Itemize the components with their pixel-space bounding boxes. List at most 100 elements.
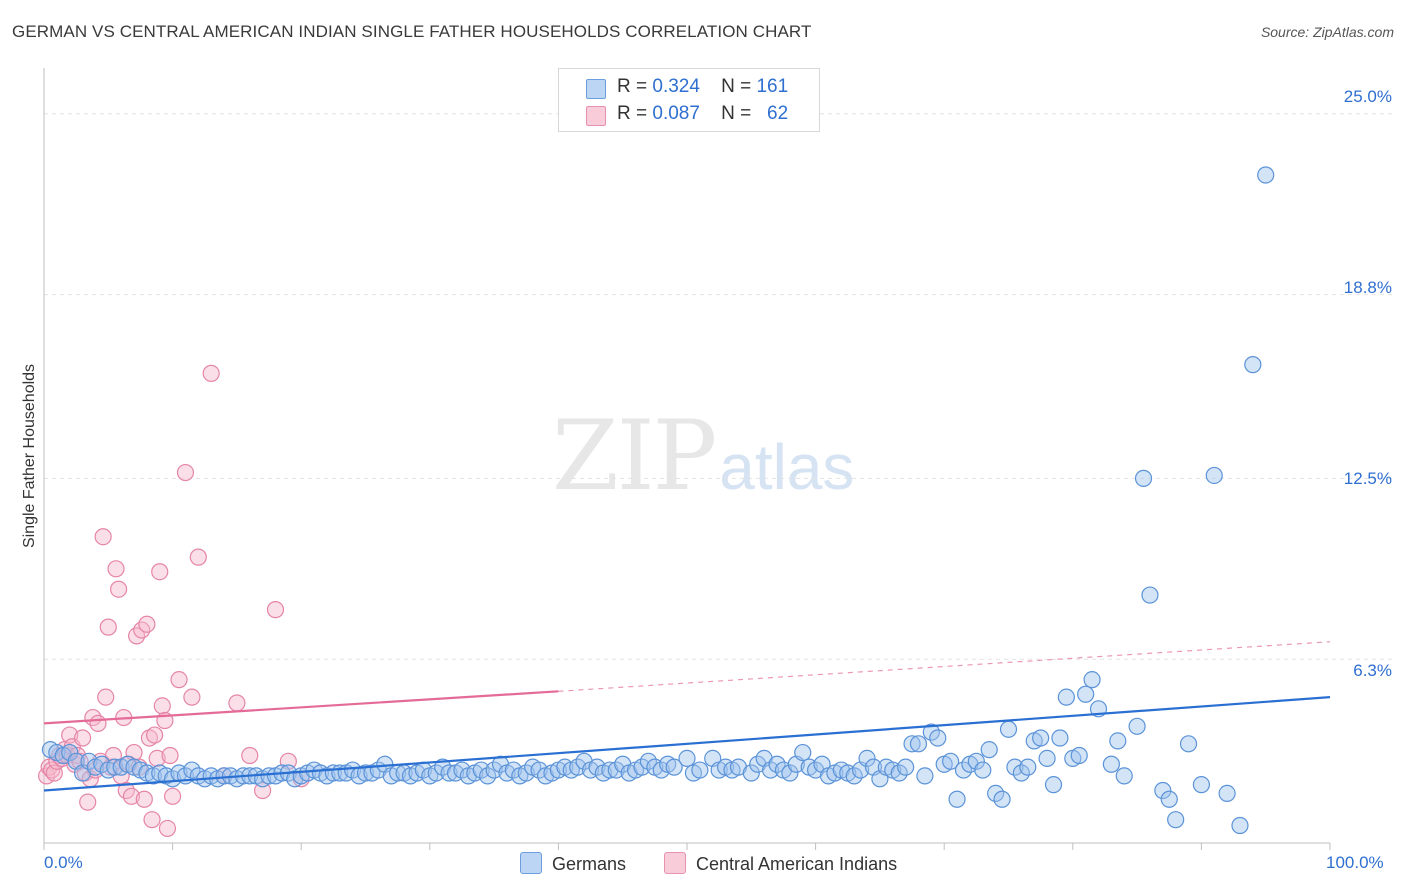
german-point-135 (929, 729, 947, 747)
central-point-43 (148, 749, 166, 768)
german-point-72 (504, 761, 522, 779)
german-point-151 (1032, 729, 1050, 747)
central-point-48 (161, 746, 179, 765)
central-point-14 (73, 729, 92, 747)
legend-n-value-germans: 161 (756, 76, 789, 97)
x-tick-label-min: 0.0% (44, 853, 83, 872)
axes-layer (43, 68, 1331, 850)
central-point-33 (122, 787, 141, 805)
german-point-124 (858, 749, 876, 768)
germans-trend-line (43, 696, 1331, 792)
central-point-28 (109, 580, 128, 598)
legend-r-value-central: 0.087 (652, 103, 700, 124)
central-point-39 (138, 615, 156, 633)
central-point-42 (145, 726, 164, 744)
y-tick-label-25: 25.0% (1343, 87, 1392, 106)
german-point-163 (1115, 767, 1133, 785)
central-point-20 (89, 714, 107, 733)
german-point-34 (260, 767, 278, 785)
zipatlas-watermark: ZIPatlas (552, 400, 854, 512)
german-point-109 (761, 761, 780, 779)
german-point-171 (1192, 776, 1211, 794)
y-tick-label-12-5: 12.5% (1343, 469, 1392, 488)
legend-n-value-central: 62 (767, 103, 789, 124)
central-point-22 (94, 528, 112, 546)
central-point-56 (228, 694, 246, 712)
watermark-atlas: atlas (719, 431, 855, 503)
german-point-145 (993, 790, 1011, 808)
german-point-49 (356, 764, 375, 782)
german-point-172 (1205, 466, 1223, 485)
central-trend-extension (558, 641, 1331, 692)
german-point-174 (1231, 816, 1249, 835)
legend-r-label: R = (617, 103, 648, 124)
german-point-69 (485, 761, 503, 779)
legend-n-label: N = (721, 76, 752, 97)
central-point-47 (158, 819, 177, 838)
bottom-legend-germans[interactable]: Germans (520, 852, 626, 875)
source-credit: Source: ZipAtlas.com (1260, 24, 1394, 40)
german-point-68 (479, 767, 497, 785)
german-point-175 (1244, 356, 1262, 374)
german-point-64 (453, 761, 471, 779)
german-point-62 (440, 764, 458, 782)
central-point-54 (202, 364, 220, 382)
german-point-142 (974, 761, 992, 779)
german-point-133 (916, 767, 934, 785)
german-point-100 (691, 761, 709, 779)
central-point-58 (254, 781, 272, 800)
central-point-38 (135, 790, 153, 808)
central-point-49 (164, 787, 182, 805)
central-point-40 (140, 729, 159, 747)
bottom-legend-swatch-germans (520, 852, 542, 874)
central-point-16 (79, 793, 97, 811)
y-tick-label-18-8: 18.8% (1343, 278, 1392, 297)
german-point-161 (1102, 755, 1120, 773)
german-point-148 (1012, 764, 1030, 782)
german-point-8 (93, 755, 111, 773)
german-point-106 (742, 764, 760, 782)
chart-title: GERMAN VS CENTRAL AMERICAN INDIAN SINGLE… (12, 22, 812, 41)
german-point-139 (954, 761, 973, 779)
german-point-167 (1154, 781, 1172, 800)
german-point-122 (845, 767, 863, 785)
germans-points (41, 166, 1275, 835)
central-point-53 (189, 548, 207, 566)
grid-layer (44, 113, 1395, 660)
german-point-138 (948, 790, 966, 808)
central-point-27 (107, 560, 125, 578)
central-point-45 (153, 697, 171, 715)
stats-legend: R = 0.324 N = 161 R = 0.087 N = 62 (558, 68, 820, 132)
german-point-60 (427, 764, 445, 782)
bottom-legend-central[interactable]: Central American Indians (664, 852, 897, 875)
german-point-165 (1134, 469, 1153, 487)
german-point-154 (1051, 729, 1069, 747)
legend-n-label: N = (721, 103, 752, 124)
german-point-88 (607, 761, 625, 779)
german-point-164 (1128, 717, 1146, 735)
german-point-146 (999, 720, 1018, 738)
german-point-170 (1179, 735, 1198, 753)
y-tick-label-6-3: 6.3% (1353, 661, 1392, 680)
german-point-3 (61, 743, 79, 762)
legend-swatch-central (586, 106, 606, 126)
german-point-92 (633, 758, 651, 776)
german-point-114 (794, 743, 812, 762)
german-point-134 (922, 723, 940, 741)
german-point-67 (472, 761, 490, 779)
trend-lines (43, 641, 1331, 792)
central-point-51 (176, 463, 195, 482)
german-point-74 (517, 764, 535, 782)
german-point-162 (1109, 732, 1127, 750)
german-point-173 (1218, 784, 1236, 803)
german-point-95 (652, 761, 670, 779)
german-point-141 (967, 752, 985, 770)
german-point-85 (588, 758, 606, 776)
bottom-legend-label-germans: Germans (552, 854, 627, 874)
german-point-110 (768, 755, 786, 773)
legend-swatch-germans (586, 79, 606, 99)
central-point-50 (170, 671, 188, 689)
german-point-147 (1006, 758, 1024, 776)
german-point-6 (80, 752, 98, 770)
central-american-indians-points (37, 364, 310, 838)
